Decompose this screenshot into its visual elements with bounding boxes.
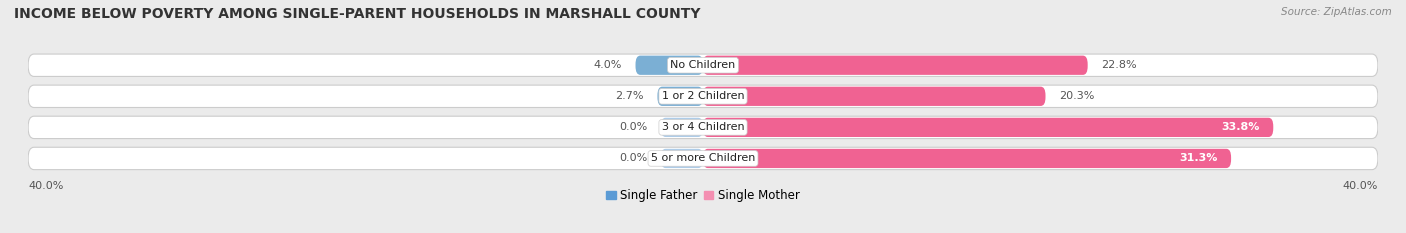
FancyBboxPatch shape — [658, 87, 703, 106]
Text: 4.0%: 4.0% — [593, 60, 621, 70]
Text: 3 or 4 Children: 3 or 4 Children — [662, 122, 744, 132]
FancyBboxPatch shape — [661, 118, 703, 137]
Text: 31.3%: 31.3% — [1180, 154, 1218, 163]
FancyBboxPatch shape — [703, 56, 1088, 75]
Legend: Single Father, Single Mother: Single Father, Single Mother — [602, 184, 804, 207]
Text: Source: ZipAtlas.com: Source: ZipAtlas.com — [1281, 7, 1392, 17]
FancyBboxPatch shape — [28, 116, 1378, 139]
FancyBboxPatch shape — [28, 147, 1378, 170]
Text: 1 or 2 Children: 1 or 2 Children — [662, 91, 744, 101]
FancyBboxPatch shape — [703, 118, 1274, 137]
Text: 33.8%: 33.8% — [1222, 122, 1260, 132]
FancyBboxPatch shape — [636, 56, 703, 75]
Text: 20.3%: 20.3% — [1059, 91, 1094, 101]
Text: No Children: No Children — [671, 60, 735, 70]
Text: 0.0%: 0.0% — [619, 122, 647, 132]
FancyBboxPatch shape — [703, 149, 1232, 168]
FancyBboxPatch shape — [703, 87, 1046, 106]
Text: 2.7%: 2.7% — [616, 91, 644, 101]
Text: 5 or more Children: 5 or more Children — [651, 154, 755, 163]
Text: INCOME BELOW POVERTY AMONG SINGLE-PARENT HOUSEHOLDS IN MARSHALL COUNTY: INCOME BELOW POVERTY AMONG SINGLE-PARENT… — [14, 7, 700, 21]
Text: 40.0%: 40.0% — [1343, 181, 1378, 191]
Text: 22.8%: 22.8% — [1101, 60, 1137, 70]
FancyBboxPatch shape — [661, 149, 703, 168]
FancyBboxPatch shape — [28, 54, 1378, 76]
Text: 0.0%: 0.0% — [619, 154, 647, 163]
Text: 40.0%: 40.0% — [28, 181, 63, 191]
FancyBboxPatch shape — [28, 85, 1378, 107]
